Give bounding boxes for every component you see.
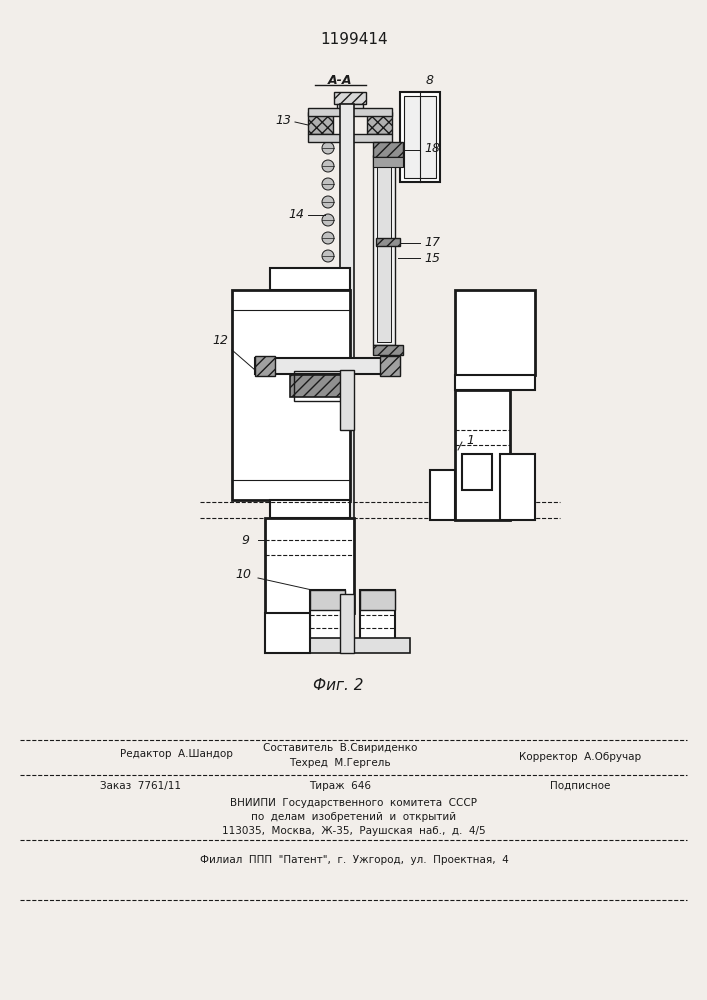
Bar (373, 157, 403, 167)
Text: Корректор  А.Обручар: Корректор А.Обручар (519, 752, 641, 762)
Bar (270, 500, 350, 518)
Circle shape (322, 268, 334, 280)
Text: 1199414: 1199414 (320, 32, 388, 47)
Circle shape (380, 312, 388, 320)
Circle shape (380, 235, 388, 243)
Text: 9: 9 (241, 534, 249, 546)
Circle shape (322, 214, 334, 226)
Bar (404, 96, 436, 178)
Circle shape (322, 304, 334, 316)
Bar (340, 104, 354, 594)
Text: Составитель  В.Свириденко: Составитель В.Свириденко (263, 743, 417, 753)
Circle shape (322, 322, 334, 334)
Circle shape (380, 213, 388, 221)
Bar (295, 638, 410, 653)
Circle shape (322, 376, 334, 388)
Bar (310, 590, 345, 642)
Bar (500, 454, 535, 520)
Circle shape (322, 178, 334, 190)
Text: Филиал  ППП  "Патент",  г.  Ужгород,  ул.  Проектная,  4: Филиал ППП "Патент", г. Ужгород, ул. Про… (199, 855, 508, 865)
Bar (255, 356, 275, 376)
Text: 10: 10 (235, 568, 251, 582)
Text: 18: 18 (424, 141, 440, 154)
Text: 17: 17 (424, 236, 440, 249)
Text: 13: 13 (275, 113, 291, 126)
Bar (360, 590, 395, 642)
Circle shape (380, 224, 388, 232)
Bar (337, 104, 363, 112)
Bar (340, 370, 354, 430)
Bar (380, 356, 400, 376)
Circle shape (322, 286, 334, 298)
Bar (308, 112, 333, 134)
Circle shape (322, 232, 334, 244)
Bar (377, 158, 391, 342)
Bar (373, 155, 395, 345)
Bar (294, 371, 346, 401)
Text: A-A: A-A (328, 74, 352, 87)
Circle shape (322, 430, 334, 442)
Circle shape (380, 169, 388, 177)
Circle shape (322, 196, 334, 208)
Text: ВНИИПИ  Государственного  комитета  СССР: ВНИИПИ Государственного комитета СССР (230, 798, 477, 808)
Bar (373, 142, 403, 157)
Circle shape (380, 180, 388, 188)
Circle shape (322, 340, 334, 352)
Text: Подписное: Подписное (550, 781, 610, 791)
Bar (455, 290, 535, 375)
Circle shape (380, 268, 388, 276)
Bar (265, 518, 354, 613)
Bar (373, 345, 403, 355)
Circle shape (322, 358, 334, 370)
Circle shape (322, 160, 334, 172)
Bar (232, 290, 350, 500)
Bar (265, 613, 310, 653)
Circle shape (380, 246, 388, 254)
Bar (334, 92, 366, 104)
Text: по  делам  изобретений  и  открытий: по делам изобретений и открытий (252, 812, 457, 822)
Bar (400, 92, 440, 182)
Bar (310, 590, 345, 610)
Bar (376, 238, 400, 246)
Bar (308, 108, 392, 116)
Bar (340, 594, 354, 653)
Circle shape (322, 250, 334, 262)
Text: Редактор  А.Шандор: Редактор А.Шандор (120, 749, 233, 759)
Text: Техред  М.Гергель: Техред М.Гергель (289, 758, 391, 768)
Circle shape (380, 257, 388, 265)
Text: 8: 8 (426, 74, 434, 87)
Bar (360, 590, 395, 610)
Bar (430, 470, 455, 520)
Bar (455, 390, 510, 520)
Text: 14: 14 (288, 209, 304, 222)
Circle shape (322, 412, 334, 424)
Bar (462, 454, 492, 490)
Circle shape (322, 448, 334, 460)
Text: Фиг. 2: Фиг. 2 (312, 678, 363, 692)
Circle shape (380, 279, 388, 287)
Text: Тираж  646: Тираж 646 (309, 781, 371, 791)
Text: Заказ  7761/11: Заказ 7761/11 (100, 781, 181, 791)
Circle shape (380, 202, 388, 210)
Circle shape (322, 142, 334, 154)
Bar (270, 268, 350, 290)
Text: 12: 12 (212, 334, 228, 347)
Bar (308, 134, 392, 142)
Bar (367, 112, 392, 134)
Bar (455, 375, 535, 390)
Circle shape (380, 158, 388, 166)
Text: 1: 1 (466, 434, 474, 446)
Circle shape (380, 301, 388, 309)
Bar (255, 358, 400, 374)
Text: 113035,  Москва,  Ж-35,  Раушская  наб.,  д.  4/5: 113035, Москва, Ж-35, Раушская наб., д. … (222, 826, 486, 836)
Circle shape (380, 290, 388, 298)
Text: 15: 15 (424, 251, 440, 264)
Circle shape (380, 323, 388, 331)
Circle shape (380, 191, 388, 199)
Circle shape (322, 394, 334, 406)
Bar (290, 375, 350, 397)
